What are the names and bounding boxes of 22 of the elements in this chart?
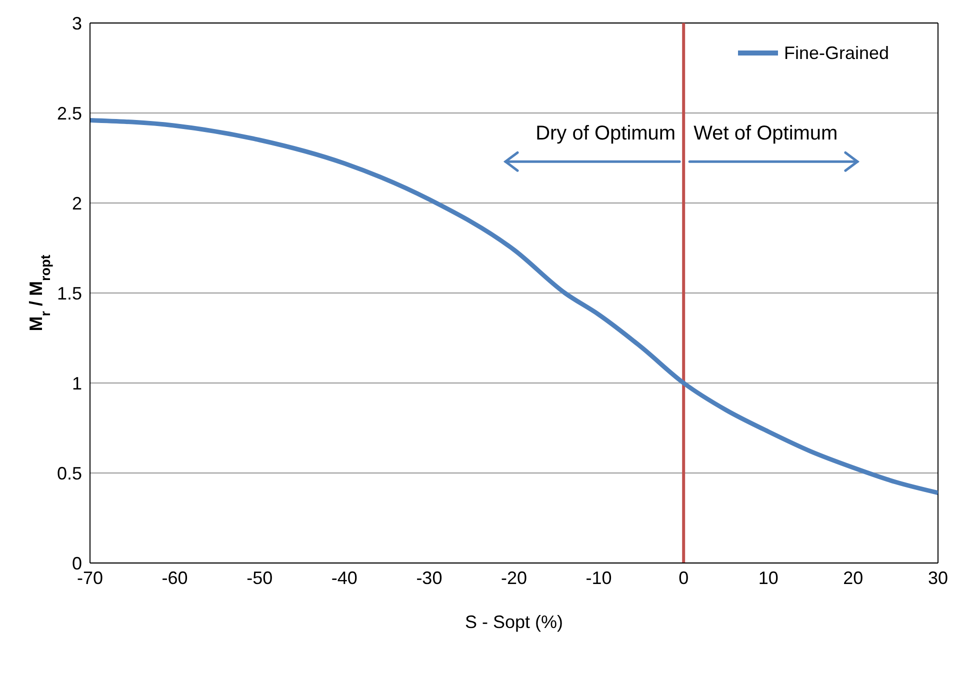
x-tick-label: 0 [678, 568, 689, 588]
line-series [90, 118, 938, 496]
y-tick-label: 2 [72, 193, 82, 214]
y-tick-label: 1 [72, 373, 82, 394]
y-tick-label: 0.5 [56, 463, 82, 484]
x-tick-label: -50 [246, 568, 273, 588]
x-tick-label: 20 [843, 568, 864, 588]
annotation: Wet of Optimum [694, 122, 838, 145]
y-tick-label: 0 [72, 553, 82, 574]
x-axis-title: S - Sopt (%) [464, 612, 564, 632]
y-tick-label: 3 [72, 13, 82, 34]
x-tick-label: 10 [758, 568, 778, 588]
x-tick-label: 30 [928, 568, 948, 588]
y-tick-label: 2.5 [56, 103, 82, 124]
x-tick-label: -30 [416, 568, 442, 588]
annotation: Dry of Optimum [536, 122, 676, 145]
x-tick-label: -20 [500, 568, 528, 588]
x-tick-label: -10 [586, 568, 612, 588]
legend-label: Fine-Grained [784, 43, 890, 63]
x-tick-label: -60 [162, 568, 188, 588]
y-tick-label: 1.5 [56, 283, 82, 304]
x-tick-label: -40 [331, 568, 358, 588]
